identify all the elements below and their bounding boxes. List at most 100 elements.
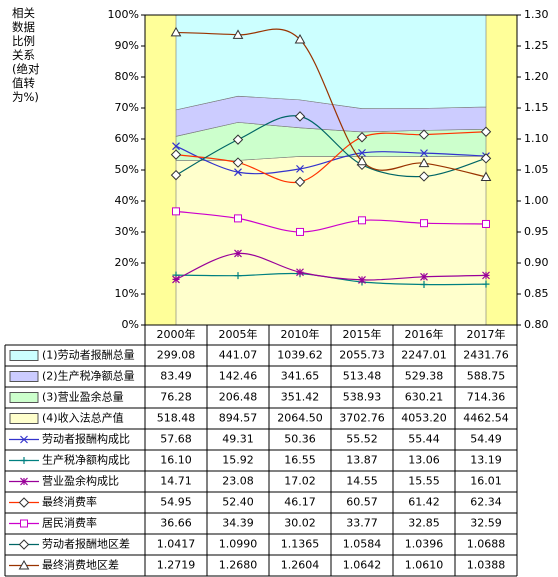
table-cell: 518.48 bbox=[157, 412, 196, 425]
legend-label: 劳动者报酬地区差 bbox=[42, 537, 130, 551]
legend-label: 居民消费率 bbox=[42, 516, 97, 530]
marker-part bbox=[170, 149, 182, 160]
marker bbox=[234, 272, 242, 280]
table-cell: 529.38 bbox=[405, 370, 444, 383]
marker bbox=[234, 168, 242, 177]
table-cell: 32.85 bbox=[408, 517, 440, 530]
y-tick-label: 80% bbox=[115, 70, 139, 83]
marker-part bbox=[20, 435, 28, 444]
marker bbox=[418, 157, 430, 168]
table-cell: 14.55 bbox=[346, 475, 378, 488]
legend-label: (3)营业盈余总量 bbox=[42, 390, 124, 404]
marker-part bbox=[172, 207, 180, 216]
table-cell: 36.66 bbox=[160, 517, 192, 530]
x-tick-label: 2016年 bbox=[405, 327, 444, 341]
marker-part bbox=[296, 164, 304, 173]
marker-part bbox=[296, 227, 304, 236]
marker bbox=[482, 280, 490, 288]
marker bbox=[18, 559, 30, 570]
marker bbox=[172, 142, 180, 151]
marker bbox=[20, 457, 28, 464]
marker bbox=[296, 268, 304, 277]
y-tick-label: 60% bbox=[115, 132, 139, 145]
marker bbox=[232, 134, 244, 145]
table-cell: 4462.54 bbox=[463, 412, 509, 425]
y2-tick-label: 1.05 bbox=[524, 163, 549, 176]
y2-tick-label: 0.80 bbox=[524, 318, 549, 331]
table-cell: 1.2604 bbox=[281, 559, 320, 572]
table-cell: 23.08 bbox=[222, 475, 254, 488]
marker bbox=[296, 227, 304, 236]
marker bbox=[232, 157, 244, 168]
marker bbox=[170, 149, 182, 160]
marker bbox=[18, 539, 30, 550]
table-cell: 83.49 bbox=[160, 370, 192, 383]
table-cell: 16.55 bbox=[284, 454, 316, 467]
table-cell: 15.92 bbox=[222, 454, 254, 467]
marker-part bbox=[170, 26, 182, 37]
marker-part bbox=[480, 153, 492, 164]
marker bbox=[20, 435, 28, 444]
marker-part bbox=[356, 155, 368, 166]
y2-tick-label: 1.25 bbox=[524, 39, 549, 52]
marker bbox=[358, 275, 366, 284]
marker-part bbox=[172, 275, 180, 283]
marker bbox=[296, 164, 304, 173]
marker-part bbox=[232, 157, 244, 168]
table-cell: 588.75 bbox=[467, 370, 506, 383]
marker-part bbox=[234, 249, 242, 257]
marker bbox=[232, 29, 244, 39]
marker-part bbox=[234, 272, 242, 280]
table-cell: 1.0388 bbox=[467, 559, 506, 572]
table-cell: 341.65 bbox=[281, 370, 320, 383]
table-cell: 52.40 bbox=[222, 496, 254, 509]
table-cell: 32.59 bbox=[470, 517, 502, 530]
marker bbox=[234, 249, 242, 258]
x-tick-label: 2017年 bbox=[467, 327, 506, 341]
legend-label: 最终消费率 bbox=[42, 495, 97, 509]
marker bbox=[18, 497, 30, 508]
x-tick-label: 2005年 bbox=[219, 327, 258, 341]
table-cell: 55.52 bbox=[346, 433, 378, 446]
legend-label: 劳动者报酬构成比 bbox=[42, 432, 130, 446]
marker bbox=[172, 207, 180, 216]
legend-label: (2)生产税净额总量 bbox=[42, 369, 135, 383]
table-cell: 2247.01 bbox=[401, 349, 447, 362]
x-tick-label: 2010年 bbox=[281, 327, 320, 341]
marker-part bbox=[18, 559, 30, 570]
marker bbox=[420, 272, 428, 281]
table-cell: 630.21 bbox=[405, 391, 444, 404]
marker bbox=[358, 148, 366, 157]
marker bbox=[482, 219, 490, 228]
marker-part bbox=[480, 126, 492, 137]
table-cell: 1.0610 bbox=[405, 559, 444, 572]
marker bbox=[480, 153, 492, 164]
table-cell: 54.95 bbox=[160, 496, 192, 509]
y-tick-label: 30% bbox=[115, 225, 139, 238]
y-tick-label: 70% bbox=[115, 101, 139, 114]
table-cell: 1.1365 bbox=[281, 538, 320, 551]
table-cell: 60.57 bbox=[346, 496, 378, 509]
line bbox=[175, 115, 487, 178]
marker-part bbox=[358, 148, 366, 157]
marker-part bbox=[294, 34, 306, 44]
marker bbox=[482, 271, 490, 280]
marker-part bbox=[232, 29, 244, 39]
marker-part bbox=[294, 176, 306, 188]
table-cell: 1039.62 bbox=[277, 349, 323, 362]
marker-part bbox=[18, 497, 30, 508]
y2-tick-label: 1.20 bbox=[524, 70, 549, 83]
legend-label: 生产税净额构成比 bbox=[42, 453, 130, 467]
y-tick-label: 100% bbox=[108, 8, 139, 21]
marker-part bbox=[480, 171, 492, 181]
marker bbox=[20, 477, 28, 486]
y2-tick-label: 1.15 bbox=[524, 101, 549, 114]
y2-tick-label: 0.95 bbox=[524, 225, 549, 238]
table-cell: 1.0584 bbox=[343, 538, 382, 551]
marker bbox=[420, 219, 428, 228]
table-cell: 16.01 bbox=[470, 475, 502, 488]
marker-part bbox=[172, 142, 180, 151]
table-cell: 61.42 bbox=[408, 496, 440, 509]
marker bbox=[170, 26, 182, 37]
